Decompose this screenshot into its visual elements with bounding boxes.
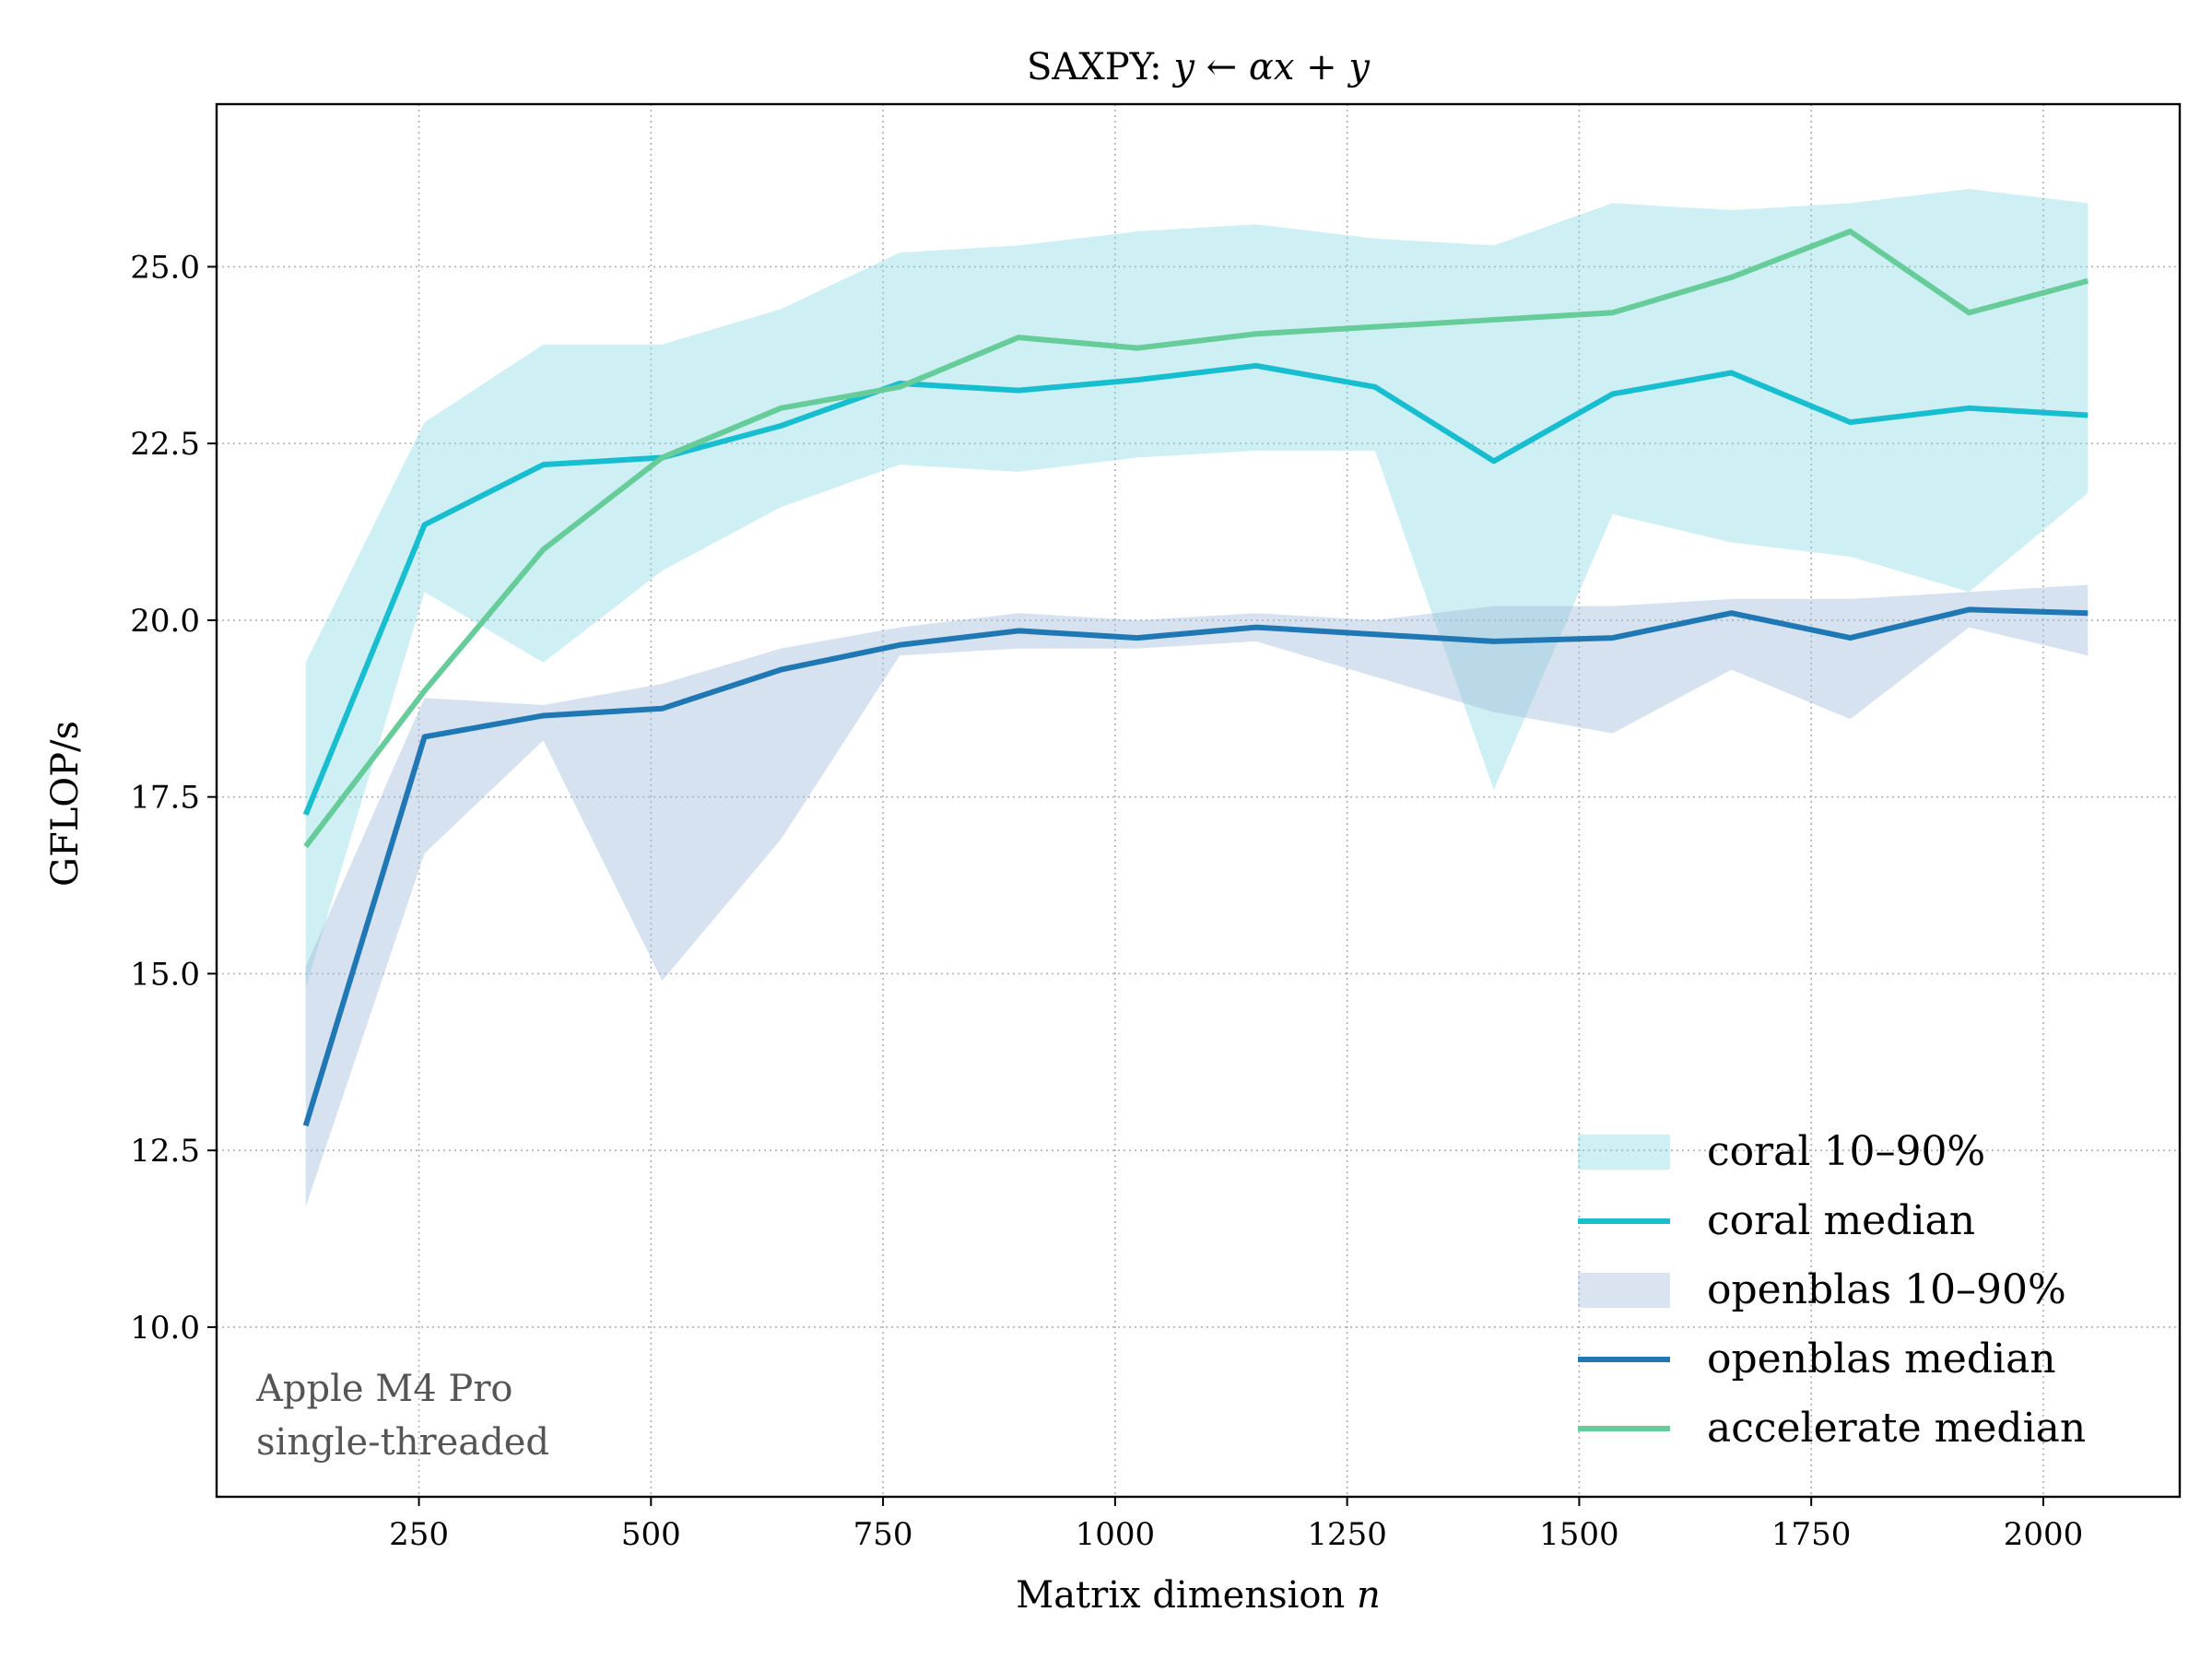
legend-label-3: openblas median — [1707, 1335, 2056, 1382]
legend: coral 10–90% coral median openblas 10–90% o… — [1578, 1128, 2086, 1452]
legend-swatch-0 — [1578, 1135, 1670, 1170]
x-tick-label: 1250 — [1307, 1516, 1387, 1553]
plot-frame — [215, 102, 2182, 1499]
series-line-1 — [302, 606, 2088, 1127]
x-tick-label: 1750 — [1771, 1516, 1852, 1553]
x-tick-label: 1000 — [1076, 1516, 1156, 1553]
x-tick-label: 2000 — [2004, 1516, 2084, 1553]
legend-swatch-2 — [1578, 1273, 1670, 1308]
legend-label-2: openblas 10–90% — [1707, 1266, 2066, 1313]
series-line-2 — [303, 229, 2089, 849]
y-axis-label: GFLOP/s — [44, 721, 87, 887]
y-tick-label: 17.5 — [130, 780, 200, 817]
x-tick-label: 750 — [853, 1516, 913, 1553]
y-tick-label: 10.0 — [130, 1310, 200, 1347]
x-axis-label-text: Matrix dimension — [1016, 1574, 1357, 1617]
grid — [217, 104, 2180, 1497]
legend-label-0: coral 10–90% — [1707, 1128, 1985, 1175]
chart-title-text: SAXPY: — [1027, 46, 1173, 88]
x-axis: 250 500 750 1000 1250 1500 1750 2000 — [389, 1497, 2083, 1553]
x-axis-label: Matrix dimension n — [1016, 1574, 1380, 1617]
x-tick-label: 1500 — [1539, 1516, 1619, 1553]
band-1 — [305, 584, 2088, 1207]
y-tick-label: 12.5 — [130, 1133, 200, 1170]
annotation-line-2: single-threaded — [256, 1421, 549, 1464]
chart-title: SAXPY: y ← αx + y — [1027, 46, 1371, 88]
x-tick-label: 250 — [389, 1516, 449, 1553]
y-tick-label: 15.0 — [130, 956, 200, 993]
annotation: Apple M4 Pro single-threaded — [255, 1368, 549, 1464]
x-tick-label: 500 — [621, 1516, 681, 1553]
series-line-0 — [302, 362, 2088, 816]
y-tick-label: 22.5 — [130, 426, 200, 463]
y-tick-label: 25.0 — [130, 249, 200, 286]
legend-label-1: coral median — [1707, 1197, 1975, 1244]
y-axis: 10.0 12.5 15.0 17.5 20.0 22.5 25.0 — [130, 249, 217, 1347]
legend-label-4: accelerate median — [1707, 1405, 2086, 1452]
annotation-line-1: Apple M4 Pro — [255, 1368, 513, 1410]
series-lines — [302, 229, 2089, 1127]
x-axis-label-math: n — [1357, 1574, 1381, 1617]
y-tick-label: 20.0 — [130, 603, 200, 640]
chart-title-math: y ← αx + y — [1171, 46, 1371, 88]
